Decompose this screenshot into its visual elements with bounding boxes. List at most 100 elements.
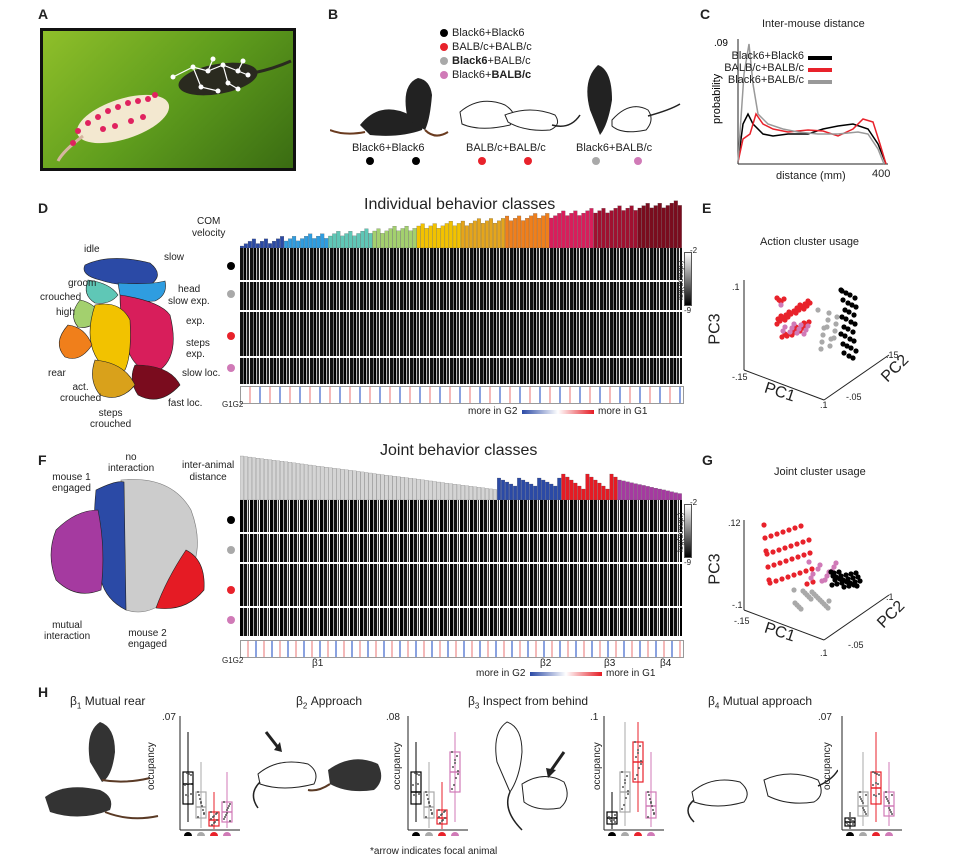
photo-mice-keypoints bbox=[40, 28, 296, 171]
pca-point bbox=[803, 568, 809, 574]
pair-dots bbox=[366, 157, 642, 165]
pca-point bbox=[807, 550, 813, 556]
distance-bar bbox=[653, 487, 658, 500]
velocity-bar bbox=[320, 233, 325, 248]
pca-point bbox=[855, 574, 861, 580]
region-slow-exp: slow exp. bbox=[168, 296, 210, 307]
velocity-bar bbox=[292, 236, 297, 248]
distance-bar bbox=[621, 480, 626, 500]
pca-point bbox=[786, 527, 792, 533]
pca-point bbox=[789, 556, 795, 562]
velocity-bar bbox=[280, 236, 285, 248]
h4-title: β4 Mutual approach bbox=[708, 694, 813, 711]
pca-point bbox=[783, 558, 789, 564]
box-2 bbox=[436, 782, 448, 829]
distance-bar bbox=[569, 479, 574, 500]
pca-point bbox=[831, 335, 837, 341]
e-tick-1: .1 bbox=[732, 282, 740, 292]
velocity-bar bbox=[601, 208, 606, 248]
pair-label-mixed: Black6+BALB/c bbox=[576, 142, 653, 154]
pca-point bbox=[849, 302, 855, 308]
distance-bar bbox=[392, 476, 397, 500]
colorbar-d bbox=[684, 252, 692, 306]
pca-point bbox=[854, 583, 860, 589]
velocity-bar bbox=[609, 210, 614, 248]
pca-point bbox=[825, 317, 831, 323]
distance-bar bbox=[259, 458, 264, 500]
pca-point bbox=[797, 570, 803, 576]
box-0 bbox=[844, 812, 856, 829]
pca-point bbox=[848, 345, 854, 351]
velocity-bar bbox=[577, 215, 582, 248]
distance-bar bbox=[264, 459, 268, 500]
distance-bar bbox=[440, 482, 445, 500]
h2-title: β2 Approach bbox=[296, 694, 363, 711]
velocity-bar bbox=[613, 208, 618, 248]
pca-point bbox=[796, 326, 802, 332]
velocity-bar bbox=[497, 220, 501, 248]
pca-point bbox=[791, 321, 797, 327]
pca-point bbox=[819, 578, 825, 584]
region-head: head bbox=[178, 284, 201, 295]
pca-point bbox=[792, 525, 798, 531]
h3-title: β3 Inspect from behind bbox=[468, 694, 589, 711]
pca-point bbox=[795, 554, 801, 560]
joint-cluster-pca bbox=[743, 520, 890, 641]
distance-bar bbox=[452, 484, 457, 500]
velocity-bar bbox=[645, 203, 650, 248]
distance-bar bbox=[581, 488, 586, 500]
colorbar-f-max: -2 bbox=[690, 498, 698, 507]
distance-bar bbox=[304, 464, 309, 500]
velocity-bar bbox=[264, 238, 268, 248]
pca-point bbox=[761, 522, 767, 528]
h1-ylabel: occupancy bbox=[146, 742, 157, 790]
distance-bar bbox=[541, 479, 546, 500]
pca-point bbox=[818, 346, 824, 352]
pca-point bbox=[840, 297, 846, 303]
distance-bar bbox=[316, 465, 321, 500]
distance-bar bbox=[340, 469, 345, 500]
velocity-bar bbox=[247, 241, 252, 248]
pair-label-b6b6: Black6+Black6 bbox=[352, 142, 425, 154]
pca-point bbox=[844, 343, 850, 349]
velocity-bar bbox=[304, 236, 309, 248]
box-0 bbox=[410, 742, 422, 822]
distance-bar bbox=[372, 473, 377, 500]
velocity-bar bbox=[396, 230, 401, 248]
velocity-bar bbox=[255, 243, 260, 248]
pca-point bbox=[806, 559, 812, 565]
distance-bar bbox=[537, 477, 542, 500]
h1-boxplot bbox=[179, 716, 240, 836]
velocity-bar bbox=[276, 238, 280, 248]
velocity-bar bbox=[428, 225, 433, 248]
pca-point bbox=[826, 310, 832, 316]
velocity-bar bbox=[529, 215, 534, 248]
pca-point bbox=[815, 566, 821, 572]
distance-bar bbox=[344, 469, 349, 500]
g-pc3: PC3 bbox=[706, 553, 724, 585]
box-3 bbox=[645, 752, 657, 827]
joint-behavior-map bbox=[50, 479, 205, 613]
colorbar-d-max: -2 bbox=[690, 246, 698, 255]
c-xlabel: distance (mm) bbox=[776, 170, 846, 182]
pca-point bbox=[779, 576, 785, 582]
pca-point bbox=[824, 573, 830, 579]
distance-bar bbox=[517, 477, 522, 500]
pca-point bbox=[774, 321, 780, 327]
distance-bar bbox=[251, 457, 256, 500]
velocity-bar bbox=[565, 215, 570, 248]
legend-b-item-1: Black6+Black6 bbox=[440, 26, 532, 40]
pca-point bbox=[847, 336, 853, 342]
velocity-bar bbox=[464, 225, 469, 248]
e-tick-2: -.15 bbox=[732, 372, 748, 382]
velocity-bar bbox=[557, 213, 562, 248]
pca-point bbox=[791, 587, 797, 593]
behavior-map-d bbox=[58, 258, 181, 400]
distance-bar bbox=[296, 463, 301, 500]
g-tick-3: -.15 bbox=[734, 616, 750, 626]
velocity-bar bbox=[456, 223, 461, 248]
pca-point bbox=[842, 307, 848, 313]
region-fast-loc: fast loc. bbox=[168, 398, 203, 409]
velocity-bar bbox=[288, 238, 293, 248]
velocity-bar bbox=[372, 230, 377, 248]
